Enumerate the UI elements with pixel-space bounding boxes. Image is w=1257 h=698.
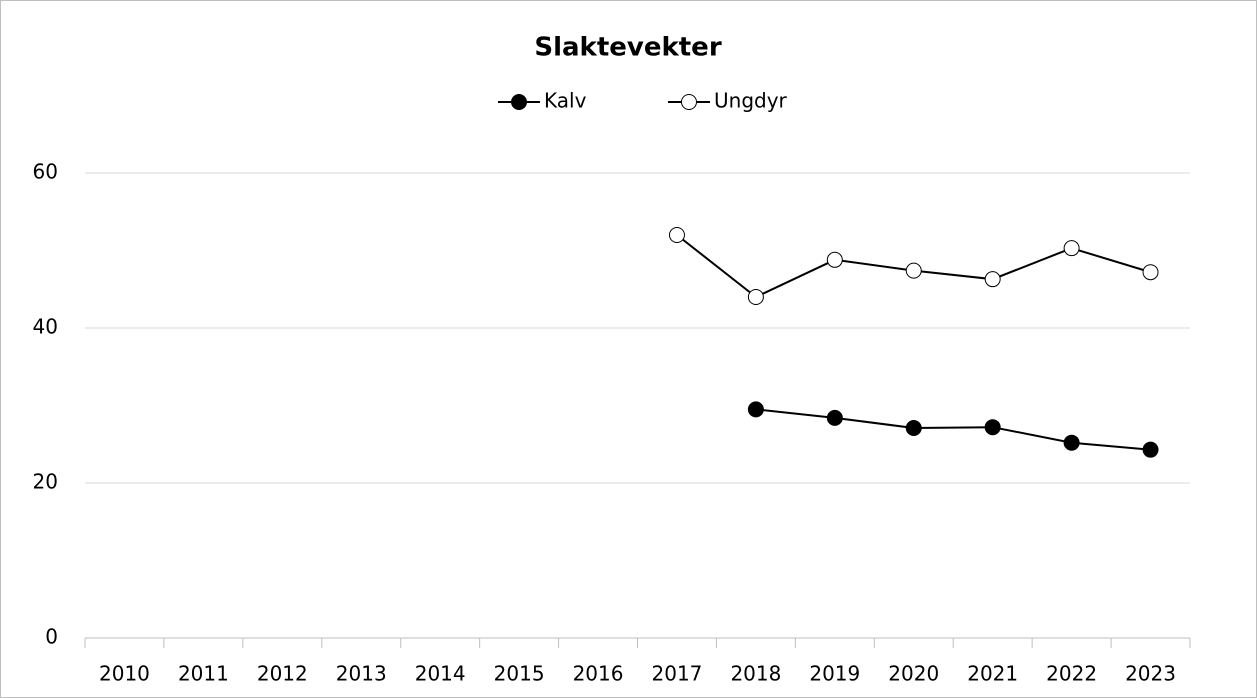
marker (826, 409, 843, 426)
marker (984, 419, 1001, 436)
y-tick-label: 20 (33, 470, 58, 494)
x-tick-label: 2010 (99, 662, 150, 686)
marker (1142, 264, 1159, 281)
x-tick-label: 2012 (257, 662, 308, 686)
x-tick-label: 2021 (967, 662, 1018, 686)
x-tick-label: 2016 (573, 662, 624, 686)
legend-marker (511, 94, 527, 110)
marker (1063, 240, 1080, 257)
x-tick-label: 2023 (1125, 662, 1176, 686)
marker (984, 271, 1001, 288)
legend-marker (681, 94, 697, 110)
marker (826, 251, 843, 268)
marker (1142, 441, 1159, 458)
x-tick-label: 2015 (494, 662, 545, 686)
marker (905, 419, 922, 436)
marker (1063, 434, 1080, 451)
marker (905, 262, 922, 279)
x-tick-label: 2019 (809, 662, 860, 686)
x-tick-label: 2014 (415, 662, 466, 686)
y-tick-label: 60 (33, 160, 58, 184)
x-tick-label: 2018 (730, 662, 781, 686)
y-tick-label: 40 (33, 315, 58, 339)
legend-label: Kalv (544, 89, 587, 113)
x-tick-label: 2011 (178, 662, 229, 686)
x-tick-label: 2017 (652, 662, 703, 686)
chart-title: Slaktevekter (534, 33, 721, 63)
y-tick-label: 0 (45, 625, 58, 649)
series-line (755, 408, 1151, 451)
marker (668, 227, 685, 243)
x-tick-label: 2022 (1046, 662, 1097, 686)
x-tick-label: 2020 (888, 662, 939, 686)
marker (747, 289, 764, 305)
legend-label: Ungdyr (714, 89, 788, 113)
marker (747, 401, 764, 418)
x-tick-label: 2013 (336, 662, 387, 686)
